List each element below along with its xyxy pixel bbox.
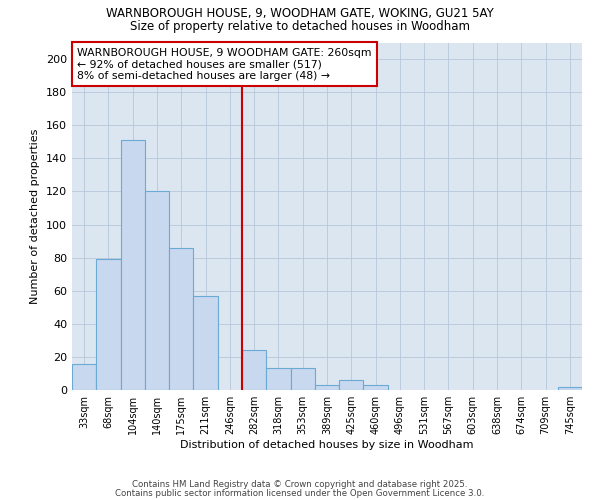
- Text: Contains HM Land Registry data © Crown copyright and database right 2025.: Contains HM Land Registry data © Crown c…: [132, 480, 468, 489]
- Bar: [290, 368, 315, 390]
- Bar: [169, 248, 193, 390]
- Bar: [121, 140, 145, 390]
- Text: WARNBOROUGH HOUSE, 9, WOODHAM GATE, WOKING, GU21 5AY: WARNBOROUGH HOUSE, 9, WOODHAM GATE, WOKI…: [106, 8, 494, 20]
- Bar: [364, 385, 388, 390]
- Text: WARNBOROUGH HOUSE, 9 WOODHAM GATE: 260sqm
← 92% of detached houses are smaller (: WARNBOROUGH HOUSE, 9 WOODHAM GATE: 260sq…: [77, 48, 371, 81]
- Text: Size of property relative to detached houses in Woodham: Size of property relative to detached ho…: [130, 20, 470, 33]
- Bar: [558, 386, 582, 390]
- X-axis label: Distribution of detached houses by size in Woodham: Distribution of detached houses by size …: [180, 440, 474, 450]
- Bar: [315, 385, 339, 390]
- Bar: [145, 192, 169, 390]
- Bar: [72, 364, 96, 390]
- Bar: [96, 260, 121, 390]
- Bar: [242, 350, 266, 390]
- Bar: [266, 368, 290, 390]
- Bar: [339, 380, 364, 390]
- Text: Contains public sector information licensed under the Open Government Licence 3.: Contains public sector information licen…: [115, 488, 485, 498]
- Y-axis label: Number of detached properties: Number of detached properties: [31, 128, 40, 304]
- Bar: [193, 296, 218, 390]
